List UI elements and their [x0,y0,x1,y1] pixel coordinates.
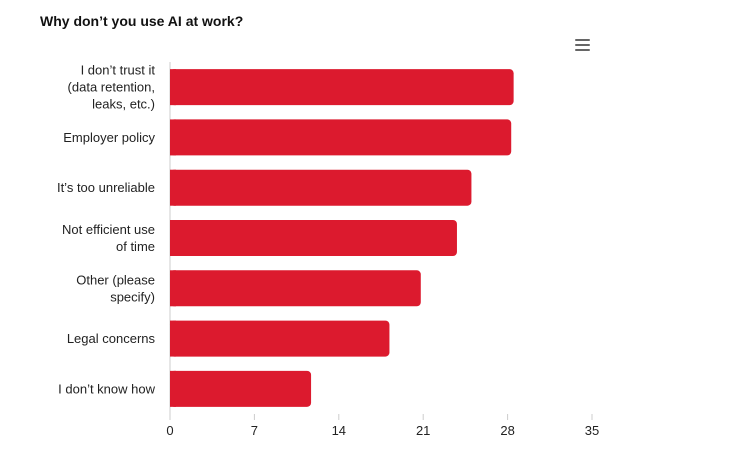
category-label: Other (please specify) [76,272,155,304]
category-label: It’s too unreliable [57,180,155,195]
bar[interactable] [170,320,390,357]
x-tick-label: 7 [251,423,258,438]
bar[interactable] [170,220,457,256]
hamburger-menu-icon-line [575,49,590,51]
category-label: Legal concerns [67,331,156,346]
category-label: I don’t trust it (data retention, leaks, e… [68,63,156,112]
bar[interactable] [170,370,312,407]
category-label: I don’t know how [58,381,155,396]
bar[interactable] [170,169,472,206]
category-label-line: I don’t know how [58,381,155,396]
bar-left-edge [170,220,176,256]
bar-left-edge [170,370,176,407]
x-tick-label: 28 [500,423,514,438]
chart-title: Why don’t you use AI at work? [40,13,244,29]
category-label: Not efficient use of time [62,222,155,254]
hamburger-menu-icon-line [575,44,590,46]
category-label-line: Not efficient use [62,222,155,237]
category-label-line: Other (please [76,272,155,287]
category-label-line: (data retention, [68,80,155,95]
bar-left-edge [170,320,176,357]
category-label-line: It’s too unreliable [57,180,155,195]
category-label-line: specify) [110,289,155,304]
category-label-line: of time [116,239,155,254]
category-label-line: leaks, etc.) [92,97,155,112]
bar-left-edge [170,270,176,307]
chart-menu-button[interactable] [573,36,595,54]
bar[interactable] [170,270,421,307]
x-tick-label: 21 [416,423,430,438]
bar-left-edge [170,119,176,156]
category-label-line: I don’t trust it [81,63,156,78]
x-tick-label: 14 [332,423,346,438]
x-tick-label: 0 [166,423,173,438]
x-tick-label: 35 [585,423,599,438]
bar[interactable] [170,69,514,106]
category-label: Employer policy [63,130,155,145]
category-label-line: Employer policy [63,130,155,145]
bar[interactable] [170,119,512,156]
bar-left-edge [170,169,176,206]
category-label-line: Legal concerns [67,331,156,346]
hamburger-menu-icon [575,39,590,41]
bar-left-edge [170,69,176,106]
